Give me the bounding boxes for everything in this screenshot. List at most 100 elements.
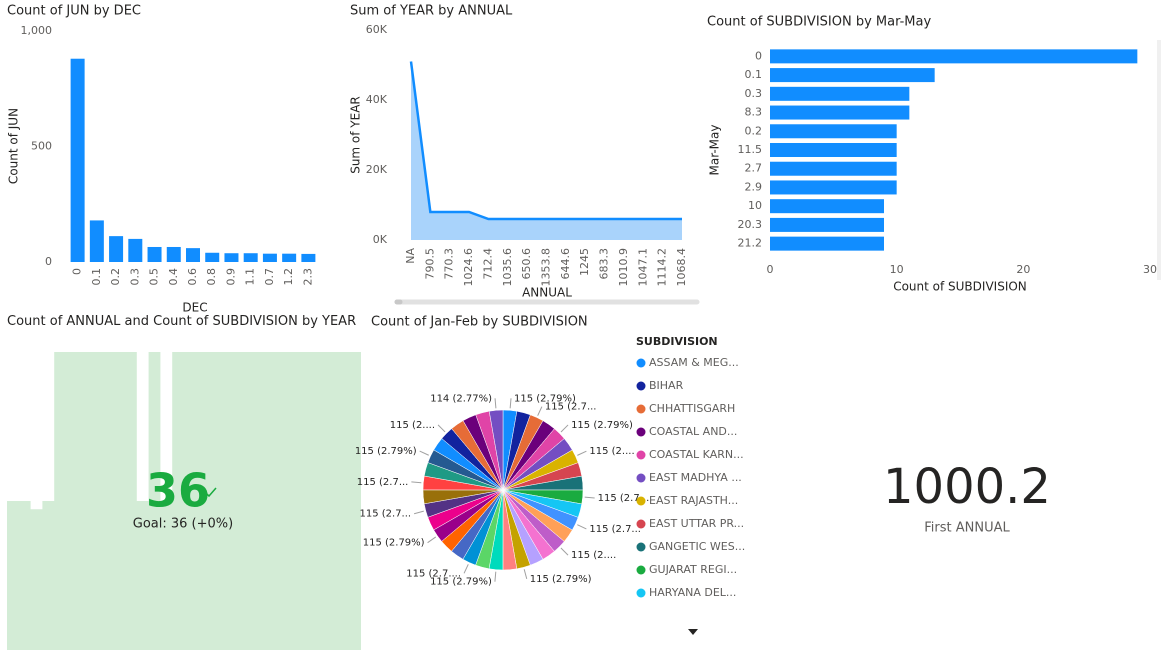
data-label: 115 (2.7... — [545, 402, 597, 413]
bar — [166, 246, 181, 262]
legend-swatch — [636, 427, 646, 437]
line — [409, 61, 682, 221]
data-label: 115 (2.7... — [598, 493, 650, 504]
bar — [770, 68, 935, 83]
data-label: 115 (2.79%) — [363, 538, 425, 549]
chart-title: Count of ANNUAL and Count of SUBDIVISION… — [7, 314, 357, 329]
legend-label: ASSAM & MEG... — [649, 356, 739, 369]
kpi-value: 36 — [146, 464, 210, 518]
bar — [770, 49, 1138, 64]
leader-line — [523, 569, 528, 580]
y-tick-label: 500 — [31, 140, 52, 153]
x-tick-label: 712.4 — [481, 248, 494, 280]
leader-line — [411, 481, 422, 484]
x-tick-label: 0.8 — [205, 268, 218, 286]
legend-label: COASTAL KARN... — [649, 448, 744, 461]
legend-swatch — [636, 450, 646, 460]
bar — [147, 246, 162, 262]
leader-line — [494, 398, 497, 409]
x-tick-label: 1024.6 — [462, 248, 475, 287]
bar — [770, 86, 910, 101]
y-tick-label: 20.3 — [738, 218, 763, 231]
bar — [70, 58, 85, 262]
data-label: 115 (2.79%) — [514, 393, 576, 404]
leader-line — [437, 424, 446, 433]
x-tick-label: 0.9 — [224, 268, 237, 286]
legend-label: COASTAL AND... — [649, 425, 737, 438]
legend-swatch — [636, 358, 646, 368]
y-tick-label: 0K — [373, 233, 388, 246]
legend-swatch — [636, 473, 646, 483]
y-tick-label: 2.7 — [745, 162, 763, 175]
data-label: 115 (2.7... — [357, 477, 409, 488]
card-value: 1000.2 — [883, 459, 1051, 515]
data-label: 115 (2.7.... — [406, 568, 461, 579]
card-label: First ANNUAL — [924, 521, 1010, 536]
chart-title: Sum of YEAR by ANNUAL — [350, 4, 513, 19]
y-axis-title: Count of JUN — [7, 108, 21, 184]
chart-title: Count of JUN by DEC — [7, 4, 141, 19]
data-label: 115 (2.7... — [359, 509, 411, 520]
x-tick-label: 0.7 — [263, 268, 276, 286]
x-tick-label: 0 — [71, 268, 84, 275]
legend-swatch — [636, 519, 646, 529]
legend-label: HARYANA DEL... — [649, 586, 736, 599]
x-tick-label: NA — [404, 248, 417, 264]
y-axis-title: Mar-May — [708, 124, 722, 175]
x-tick-label: 790.5 — [423, 248, 436, 280]
y-tick-label: 10 — [748, 199, 762, 212]
check-icon — [204, 487, 217, 498]
x-tick-label: 1.2 — [282, 268, 295, 286]
data-label: 115 (2.79%) — [430, 577, 492, 588]
x-tick-label: 1010.9 — [617, 248, 630, 287]
bar — [770, 143, 897, 157]
x-tick-label: 683.3 — [598, 248, 611, 280]
legend-label: EAST UTTAR PR... — [649, 517, 744, 530]
leader-line — [463, 564, 469, 574]
x-tick-label: 1035.6 — [501, 248, 514, 287]
data-label: 115 (2.... — [571, 550, 616, 561]
data-label: 114 (2.77%) — [430, 393, 492, 404]
bar — [770, 180, 897, 195]
x-tick-label: 10 — [890, 263, 904, 276]
leader-line — [427, 536, 437, 544]
bar — [770, 236, 884, 251]
legend-swatch — [636, 588, 646, 598]
leader-line — [560, 424, 569, 433]
legend-more[interactable] — [688, 629, 698, 635]
chart-title: Count of SUBDIVISION by Mar-May — [707, 15, 931, 30]
x-tick-label: 1245 — [578, 248, 591, 276]
x-tick-label: 1047.1 — [636, 248, 649, 287]
bar — [89, 220, 104, 262]
bar — [243, 253, 258, 262]
legend-label: CHHATTISGARH — [649, 402, 735, 415]
leader-line — [509, 398, 512, 409]
x-tick-label: 650.6 — [520, 248, 533, 280]
bar — [770, 105, 910, 120]
y-tick-label: 0 — [755, 49, 762, 62]
leader-line — [537, 406, 543, 416]
x-axis-title: DEC — [182, 301, 207, 315]
x-tick-label: 0.3 — [128, 268, 141, 286]
leader-line — [419, 450, 429, 456]
legend-swatch — [636, 381, 646, 391]
y-tick-label: 0.3 — [745, 87, 763, 100]
x-tick-label: 0.5 — [148, 268, 161, 286]
x-tick-label: 0.6 — [186, 268, 199, 286]
pie-slice — [488, 409, 504, 491]
x-tick-label: 0.1 — [90, 268, 103, 286]
x-tick-label: 644.6 — [559, 248, 572, 280]
data-label: 115 (2.... — [390, 420, 435, 431]
legend-title: SUBDIVISION — [636, 335, 718, 348]
legend-swatch — [636, 565, 646, 575]
bar — [186, 248, 200, 262]
y-tick-label: 2.9 — [745, 180, 763, 193]
legend-swatch — [636, 496, 646, 506]
leader-line — [494, 571, 497, 582]
x-tick-label: 1114.2 — [656, 248, 669, 287]
bar — [224, 253, 239, 262]
x-tick-label: 0.4 — [167, 268, 180, 286]
data-label: 115 (2.79%) — [355, 446, 417, 457]
